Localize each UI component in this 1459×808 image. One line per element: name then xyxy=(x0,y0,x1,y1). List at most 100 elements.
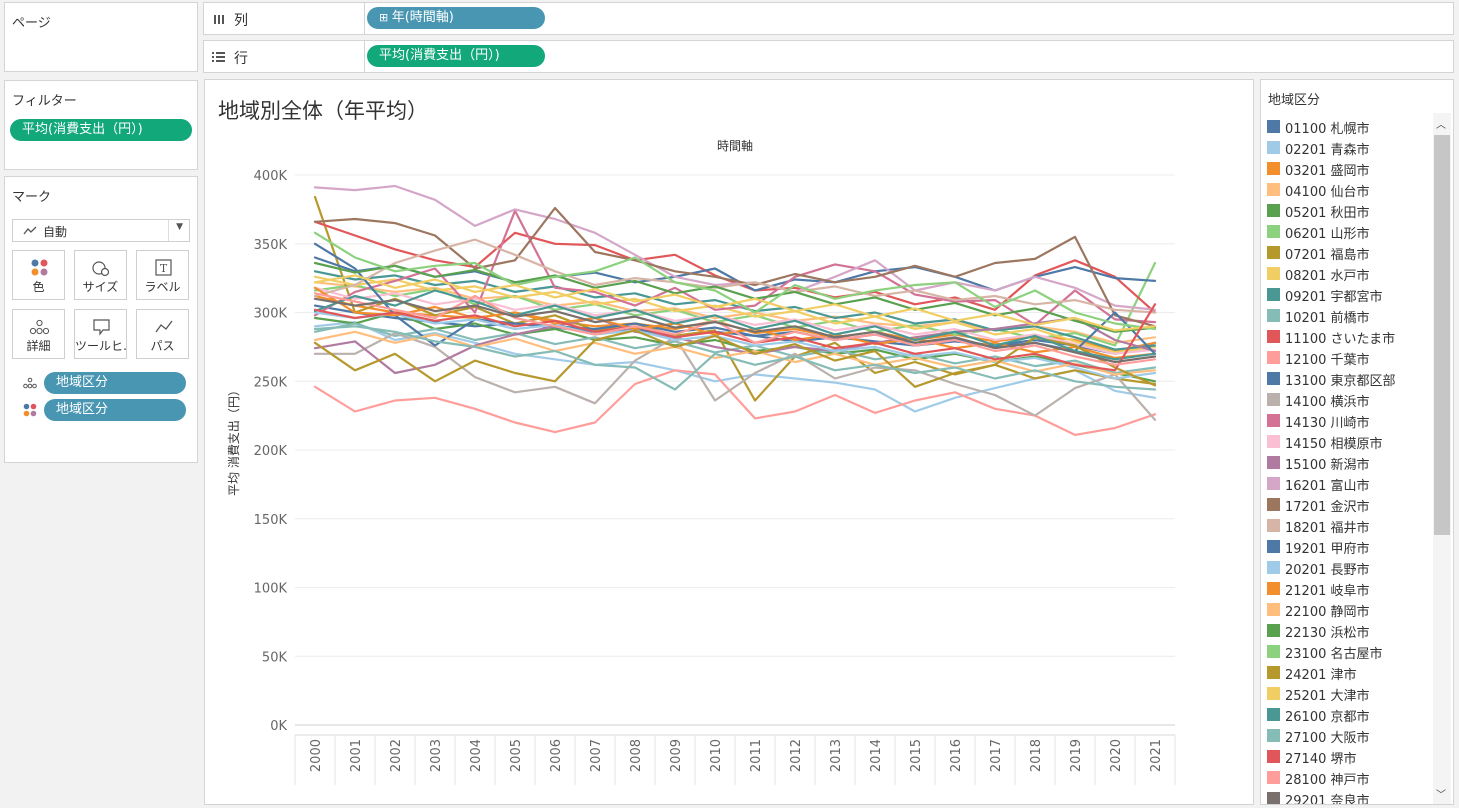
x-tick-label: 2020 xyxy=(1109,739,1124,772)
legend-label: 03201 盛岡市 xyxy=(1285,160,1370,179)
pages-panel[interactable]: ページ xyxy=(4,2,198,72)
legend-swatch xyxy=(1267,141,1280,154)
path-button[interactable]: パス xyxy=(136,309,189,359)
x-tick-label: 2008 xyxy=(629,739,644,772)
rows-shelf[interactable]: 行 平均(消費支出（円）) xyxy=(203,40,1454,73)
x-tick-label: 2005 xyxy=(509,739,524,772)
legend-swatch xyxy=(1267,267,1280,280)
size-button[interactable]: サイズ xyxy=(74,250,127,300)
legend-label: 13100 東京都区部 xyxy=(1285,370,1396,389)
size-icon xyxy=(75,258,128,278)
legend-swatch xyxy=(1267,603,1280,616)
legend-label: 26100 京都市 xyxy=(1285,706,1370,725)
legend-label: 22130 浜松市 xyxy=(1285,622,1370,641)
color-button[interactable]: 色 xyxy=(12,250,65,300)
legend-swatch xyxy=(1267,288,1280,301)
scroll-up-icon[interactable]: ︿ xyxy=(1436,116,1446,131)
columns-pill[interactable]: ⊞ 年(時間軸) xyxy=(367,7,545,29)
detail-field-pill[interactable]: 地域区分 xyxy=(44,372,186,394)
legend-label: 15100 新潟市 xyxy=(1285,454,1370,473)
legend-label: 23100 名古屋市 xyxy=(1285,643,1383,662)
y-tick-label: 50K xyxy=(262,650,288,665)
x-tick-label: 2015 xyxy=(909,739,924,772)
mark-type-dropdown[interactable]: 自動 ▼ xyxy=(12,219,190,242)
chevron-down-icon[interactable]: ▼ xyxy=(176,222,183,232)
tooltip-button[interactable]: ツールヒ… xyxy=(74,309,127,359)
legend-swatch xyxy=(1267,246,1280,259)
mark-type-label: 自動 xyxy=(43,223,67,240)
legend-label: 19201 甲府市 xyxy=(1285,538,1370,557)
legend-title: 地域区分 xyxy=(1268,89,1320,108)
y-tick-label: 250K xyxy=(254,375,288,390)
legend-swatch xyxy=(1267,729,1280,742)
legend-list: 01100 札幌市 02201 青森市 03201 盛岡市 04100 仙台市 0520… xyxy=(1261,113,1433,804)
scroll-down-icon[interactable]: ﹀ xyxy=(1436,786,1446,801)
legend-swatch xyxy=(1267,561,1280,574)
legend-swatch xyxy=(1267,792,1280,804)
tooltip-label: ツールヒ… xyxy=(75,337,126,354)
legend-label: 10201 前橋市 xyxy=(1285,307,1370,326)
columns-shelf[interactable]: 列 ⊞ 年(時間軸) xyxy=(203,2,1454,35)
filters-panel[interactable]: フィルター 平均(消費支出（円）) xyxy=(4,80,198,170)
detail-icon xyxy=(23,377,37,389)
x-tick-label: 2013 xyxy=(829,739,844,772)
legend-label: 18201 福井市 xyxy=(1285,517,1370,536)
pages-title: ページ xyxy=(12,12,51,31)
path-label: パス xyxy=(137,337,188,354)
legend-label: 14150 相模原市 xyxy=(1285,433,1383,452)
legend-scrollbar[interactable]: ︿ ﹀ xyxy=(1433,113,1451,804)
legend-label: 14130 川崎市 xyxy=(1285,412,1370,431)
color-field-pill[interactable]: 地域区分 xyxy=(44,399,186,421)
color-label: 色 xyxy=(13,278,64,295)
legend-label: 21201 岐阜市 xyxy=(1285,580,1370,599)
x-tick-label: 2016 xyxy=(949,739,964,772)
legend-swatch xyxy=(1267,771,1280,784)
y-tick-label: 0K xyxy=(270,719,287,734)
legend-swatch xyxy=(1267,330,1280,343)
rows-label: 行 xyxy=(234,48,248,68)
legend-swatch xyxy=(1267,456,1280,469)
dropdown-divider xyxy=(168,220,169,241)
label-button[interactable]: T ラベル xyxy=(136,250,189,300)
legend-label: 17201 金沢市 xyxy=(1285,496,1370,515)
scrollbar-thumb[interactable] xyxy=(1434,135,1450,535)
legend-swatch xyxy=(1267,309,1280,322)
x-tick-label: 2021 xyxy=(1149,739,1164,772)
legend-swatch xyxy=(1267,351,1280,364)
x-tick-label: 2011 xyxy=(749,739,764,772)
marks-panel[interactable]: マーク 自動 ▼ 色 サイズ T ラベル 詳細 ツールヒ… パス 地域区分 地域… xyxy=(4,176,198,463)
chart-panel[interactable]: 地域別全体（年平均） 0K 50K 100K 150K 200K 250K 300K 350K… xyxy=(204,79,1254,805)
legend-swatch xyxy=(1267,582,1280,595)
legend-label: 27140 堺市 xyxy=(1285,748,1357,767)
legend-swatch xyxy=(1267,162,1280,175)
color-icon xyxy=(23,403,37,417)
expand-icon[interactable]: ⊞ xyxy=(379,11,392,24)
legend-label: 11100 さいたま市 xyxy=(1285,328,1395,347)
legend-swatch xyxy=(1267,120,1280,133)
rows-pill[interactable]: 平均(消費支出（円）) xyxy=(367,45,545,67)
shelf-divider xyxy=(364,41,365,72)
legend-swatch xyxy=(1267,624,1280,637)
legend-panel[interactable]: 地域区分 01100 札幌市 02201 青森市 03201 盛岡市 04100 仙台… xyxy=(1260,79,1454,805)
legend-swatch xyxy=(1267,477,1280,490)
x-tick-label: 2003 xyxy=(429,739,444,772)
y-tick-label: 150K xyxy=(254,513,288,528)
x-tick-label: 2006 xyxy=(549,739,564,772)
legend-label: 14100 横浜市 xyxy=(1285,391,1370,410)
legend-label: 22100 静岡市 xyxy=(1285,601,1370,620)
label-icon: T xyxy=(137,258,190,278)
legend-label: 29201 奈良市 xyxy=(1285,790,1370,804)
legend-swatch xyxy=(1267,519,1280,532)
detail-label: 詳細 xyxy=(13,337,64,354)
detail-button[interactable]: 詳細 xyxy=(12,309,65,359)
legend-label: 07201 福島市 xyxy=(1285,244,1370,263)
legend-label: 06201 山形市 xyxy=(1285,223,1370,242)
shelf-divider xyxy=(364,3,365,34)
columns-icon xyxy=(213,13,225,25)
x-tick-label: 2014 xyxy=(869,739,884,772)
legend-label: 04100 仙台市 xyxy=(1285,181,1370,200)
legend-swatch xyxy=(1267,393,1280,406)
filter-pill[interactable]: 平均(消費支出（円）) xyxy=(10,119,192,141)
legend-label: 09201 宇都宮市 xyxy=(1285,286,1383,305)
